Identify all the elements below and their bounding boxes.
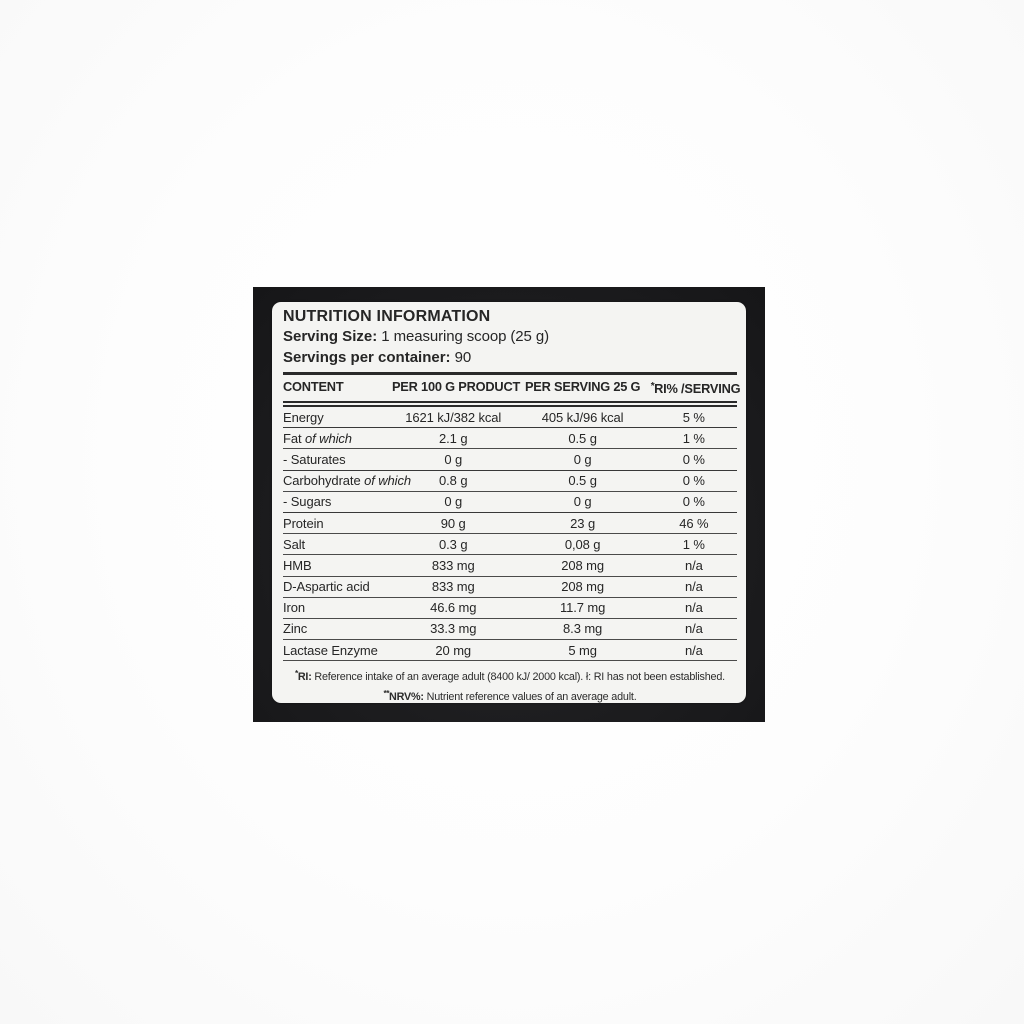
footnote-nrv-label: NRV%:: [389, 691, 424, 704]
cell-per-100g: 2.1 g: [439, 430, 468, 446]
footnote-nrv-text: Nutrient reference values of an average …: [423, 691, 637, 704]
cell-per-serving: 0 g: [573, 494, 592, 510]
cell-per-100g: 0 g: [444, 494, 463, 510]
table-row-sugars: - Sugars 0 g 0 g 0 %: [283, 492, 737, 513]
divider-double-bottom: [283, 405, 737, 407]
servings-per-container-line: Servings per container: 90: [283, 347, 737, 368]
cell-per-serving: 208 mg: [561, 557, 604, 573]
cell-content: Iron: [283, 600, 306, 616]
table-row-d-aspartic-acid: D-Aspartic acid 833 mg 208 mg n/a: [283, 577, 737, 598]
footnote-ri-label: RI:: [297, 671, 312, 684]
cell-ri-percent: 46 %: [679, 515, 709, 531]
divider-double-top: [283, 401, 737, 403]
cell-content: Fat of which: [283, 430, 352, 446]
cell-content: Zinc: [283, 621, 308, 637]
cell-per-100g: 90 g: [440, 515, 466, 531]
cell-content: Lactase Enzyme: [283, 642, 378, 658]
table-header-row: CONTENT PER 100 G PRODUCT PER SERVING 25…: [283, 375, 741, 401]
cell-content: Protein: [283, 515, 324, 531]
header-per-100g: PER 100 G PRODUCT: [391, 379, 521, 394]
header-ri-serving: *RI% /SERVING: [650, 375, 741, 401]
header-content: CONTENT: [283, 379, 344, 394]
footnote-ri-asterisk: *: [295, 668, 298, 679]
cell-per-100g: 1621 kJ/382 kcal: [405, 409, 502, 425]
table-row-lactase-enzyme: Lactase Enzyme 20 mg 5 mg n/a: [283, 640, 737, 662]
cell-ri-percent: 1 %: [682, 430, 705, 446]
cell-per-serving: 5 mg: [568, 642, 597, 658]
cell-per-100g: 0.3 g: [439, 536, 468, 552]
label-title: NUTRITION INFORMATION: [283, 308, 491, 325]
cell-ri-percent: n/a: [684, 621, 703, 637]
serving-size-line: Serving Size: 1 measuring scoop (25 g): [283, 326, 737, 347]
footnote-nrv: **NRV%: Nutrient reference values of an …: [283, 685, 737, 705]
cell-per-100g: 0 g: [444, 451, 463, 467]
cell-ri-percent: n/a: [684, 579, 703, 595]
nutrition-label: NUTRITION INFORMATION Serving Size: 1 me…: [272, 302, 746, 703]
cell-content: D-Aspartic acid: [283, 579, 370, 595]
serving-size-label: Serving Size:: [283, 328, 378, 345]
cell-per-serving: 405 kJ/96 kcal: [541, 409, 624, 425]
cell-ri-percent: n/a: [684, 600, 703, 616]
cell-per-serving: 0 g: [573, 451, 592, 467]
cell-ri-percent: n/a: [684, 557, 703, 573]
cell-ri-percent: 1 %: [682, 536, 705, 552]
cell-content: - Saturates: [283, 451, 346, 467]
cell-content: HMB: [283, 557, 312, 573]
cell-per-serving: 0,08 g: [564, 536, 601, 552]
cell-ri-percent: n/a: [684, 642, 703, 658]
cell-per-100g: 33.3 mg: [430, 621, 477, 637]
table-row-carbohydrate: Carbohydrate of which 0.8 g 0.5 g 0 %: [283, 471, 737, 492]
table-row-fat: Fat of which 2.1 g 0.5 g 1 %: [283, 428, 737, 450]
table-row-protein: Protein 90 g 23 g 46 %: [283, 513, 737, 535]
table-row-iron: Iron 46.6 mg 11.7 mg n/a: [283, 598, 737, 619]
cell-content: Carbohydrate of which: [283, 473, 411, 489]
table-row-hmb: HMB 833 mg 208 mg n/a: [283, 555, 737, 577]
cell-per-100g: 20 mg: [435, 642, 472, 658]
table-row-saturates: - Saturates 0 g 0 g 0 %: [283, 449, 737, 471]
cell-content: Salt: [283, 536, 306, 552]
cell-per-serving: 11.7 mg: [559, 600, 606, 616]
table-row-zinc: Zinc 33.3 mg 8.3 mg n/a: [283, 619, 737, 641]
divider-thick: [283, 372, 737, 375]
servings-per-container-value: 90: [450, 349, 472, 366]
serving-size-value: 1 measuring scoop (25 g): [377, 328, 549, 345]
footnote-ri-text: Reference intake of an average adult (84…: [311, 671, 725, 684]
cell-content: - Sugars: [283, 494, 332, 510]
cell-content: Energy: [283, 409, 324, 425]
footnote-ri: *RI: Reference intake of an average adul…: [283, 665, 737, 685]
cell-ri-percent: 0 %: [682, 494, 705, 510]
cell-ri-percent: 5 %: [682, 409, 705, 425]
header-ri-text: RI% /SERVING: [654, 381, 741, 396]
servings-per-container-label: Servings per container:: [283, 349, 451, 366]
header-per-serving: PER SERVING 25 G: [524, 379, 641, 394]
product-black-panel: NUTRITION INFORMATION Serving Size: 1 me…: [253, 287, 765, 722]
cell-ri-percent: 0 %: [682, 473, 705, 489]
footnote-nrv-asterisk: **: [383, 688, 390, 699]
footnotes: *RI: Reference intake of an average adul…: [283, 665, 737, 705]
cell-per-100g: 833 mg: [431, 557, 475, 573]
cell-per-100g: 833 mg: [431, 579, 475, 595]
cell-per-serving: 8.3 mg: [563, 621, 603, 637]
cell-per-serving: 208 mg: [561, 579, 604, 595]
cell-per-100g: 46.6 mg: [430, 600, 477, 616]
cell-per-serving: 23 g: [570, 515, 596, 531]
table-row-salt: Salt 0.3 g 0,08 g 1 %: [283, 534, 737, 556]
table-row-energy: Energy 1621 kJ/382 kcal 405 kJ/96 kcal 5…: [283, 407, 737, 429]
header-ri-asterisk: *: [650, 381, 655, 392]
cell-ri-percent: 0 %: [682, 451, 705, 467]
cell-per-serving: 0.5 g: [568, 473, 597, 489]
cell-per-100g: 0.8 g: [439, 473, 468, 489]
cell-per-serving: 0.5 g: [568, 430, 597, 446]
